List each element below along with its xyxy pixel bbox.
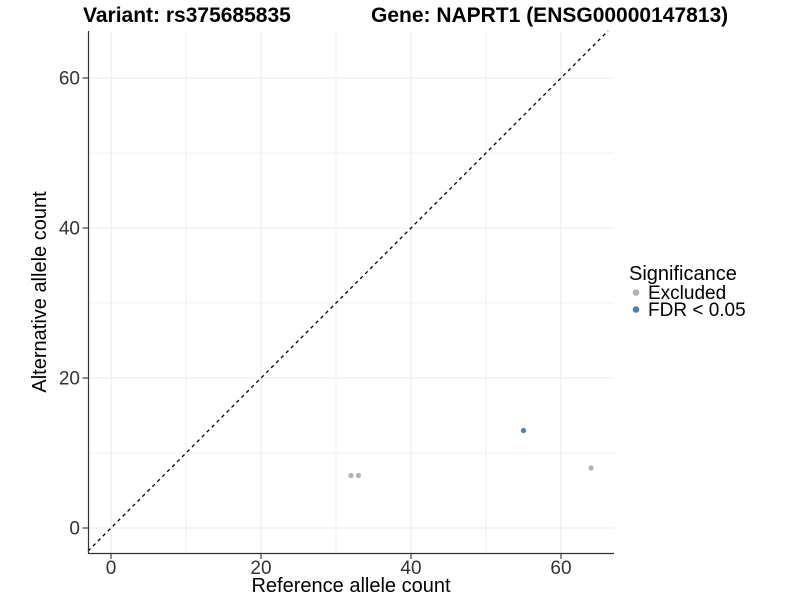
y-tick-label: 20 [59, 369, 80, 390]
y-axis-title: Alternative allele count [29, 191, 51, 393]
data-point [520, 427, 527, 434]
data-point [348, 472, 354, 479]
legend: Significance Excluded FDR < 0.05 [629, 263, 746, 321]
x-axis-title: Reference allele count [251, 575, 450, 597]
gene-title: Gene: NAPRT1 (ENSG00000147813) [371, 4, 728, 27]
axis-tick-marks [82, 77, 562, 559]
x-tick-label: 0 [106, 558, 117, 579]
y-tick-label: 0 [69, 519, 80, 540]
x-tick-label: 20 [250, 558, 271, 579]
data-point [355, 472, 362, 479]
x-tick-label: 40 [400, 558, 421, 579]
data-points [348, 427, 594, 479]
y-tick-label: 40 [59, 219, 80, 240]
axis-tick-labels: 0 20 40 60 0 20 40 60 [59, 69, 572, 580]
legend-label-excluded: Excluded [648, 283, 726, 304]
identity-line [87, 30, 609, 552]
x-tick-label: 60 [550, 558, 571, 579]
legend-label-fdr: FDR < 0.05 [648, 300, 746, 321]
data-point [588, 465, 594, 471]
legend-title: Significance [629, 263, 737, 285]
legend-dot-excluded [632, 289, 640, 296]
variant-title: Variant: rs375685835 [83, 4, 291, 27]
y-tick-label: 60 [59, 69, 80, 90]
legend-dot-fdr [632, 306, 640, 313]
gridlines [88, 31, 614, 553]
